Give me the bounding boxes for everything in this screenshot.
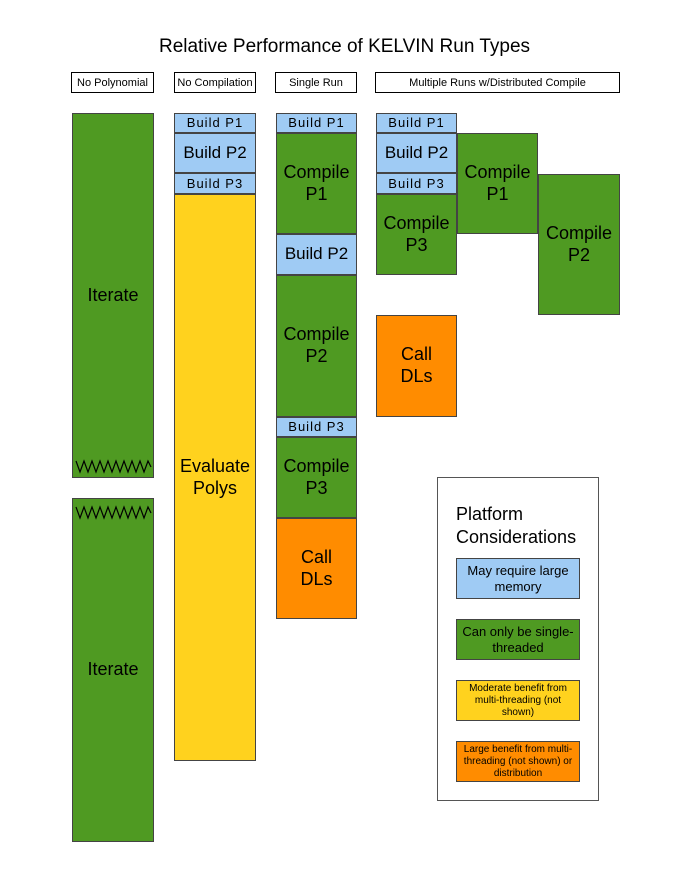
legend-large-label: Large benefit from multi-threading (not …: [463, 743, 573, 779]
iterate-block-bottom: Iterate: [72, 498, 154, 842]
header-multiple-runs: Multiple Runs w/Distributed Compile: [375, 72, 620, 93]
sr-compile-p1-label: Compile P1: [283, 161, 350, 204]
sr-call-dls-label: Call DLs: [300, 546, 333, 589]
mr-build-p1-label: Build P1: [388, 115, 445, 131]
header-no-polynomial: No Polynomial: [71, 72, 154, 93]
evaluate-polys-block: Evaluate Polys: [174, 194, 256, 761]
sr-build-p2-label: Build P2: [284, 244, 349, 264]
mr-compile-p3-label: Compile P3: [383, 212, 450, 255]
sr-compile-p1: Compile P1: [276, 133, 357, 234]
sr-build-p2: Build P2: [276, 234, 357, 275]
mr-call-dls-label: Call DLs: [400, 344, 433, 386]
nc-build-p1-label: Build P1: [186, 115, 244, 131]
mr-build-p2-label: Build P2: [384, 142, 449, 162]
sr-build-p1: Build P1: [276, 113, 357, 133]
legend-moderate: Moderate benefit from multi-threading (n…: [456, 680, 580, 721]
evaluate-polys-label: Evaluate Polys: [179, 455, 251, 498]
mr-compile-p3: Compile P3: [376, 194, 457, 275]
sr-compile-p3-label: Compile P3: [283, 455, 350, 498]
legend-single-threaded: Can only be single-threaded: [456, 619, 580, 660]
sr-call-dls: Call DLs: [276, 518, 357, 619]
mr-call-dls: Call DLs: [376, 315, 457, 417]
nc-build-p3-label: Build P3: [186, 175, 244, 191]
mr-build-p1: Build P1: [376, 113, 457, 133]
mr-build-p3: Build P3: [376, 173, 457, 194]
mr-compile-p2: Compile P2: [538, 174, 620, 315]
nc-build-p2: Build P2: [174, 133, 256, 173]
sr-build-p3: Build P3: [276, 417, 357, 437]
legend-memory: May require large memory: [456, 558, 580, 599]
header-no-compilation: No Compilation: [174, 72, 256, 93]
mr-build-p2: Build P2: [376, 133, 457, 173]
break-zigzag-bottom: [75, 505, 152, 520]
legend-moderate-label: Moderate benefit from multi-threading (n…: [469, 682, 567, 718]
legend-large: Large benefit from multi-threading (not …: [456, 741, 580, 782]
iterate-bottom-label: Iterate: [87, 659, 139, 680]
iterate-top-label: Iterate: [87, 284, 139, 305]
header-single-run: Single Run: [275, 72, 357, 93]
sr-build-p3-label: Build P3: [288, 419, 345, 435]
sr-compile-p2: Compile P2: [276, 275, 357, 417]
sr-compile-p3: Compile P3: [276, 437, 357, 518]
legend-single-threaded-label: Can only be single-threaded: [462, 623, 574, 655]
break-zigzag-top: [75, 459, 152, 474]
iterate-block-top: Iterate: [72, 113, 154, 478]
nc-build-p3: Build P3: [174, 173, 256, 194]
legend-memory-label: May require large memory: [467, 562, 569, 594]
mr-build-p3-label: Build P3: [388, 175, 445, 191]
mr-compile-p2-label: Compile P2: [545, 222, 613, 265]
legend-title: Platform Considerations: [456, 504, 577, 547]
mr-compile-p1-label: Compile P1: [464, 161, 531, 204]
mr-compile-p1: Compile P1: [457, 133, 538, 234]
sr-build-p1-label: Build P1: [288, 115, 345, 131]
nc-build-p2-label: Build P2: [183, 142, 247, 162]
sr-compile-p2-label: Compile P2: [283, 324, 350, 366]
page-title: Relative Performance of KELVIN Run Types: [158, 36, 531, 57]
nc-build-p1: Build P1: [174, 113, 256, 133]
